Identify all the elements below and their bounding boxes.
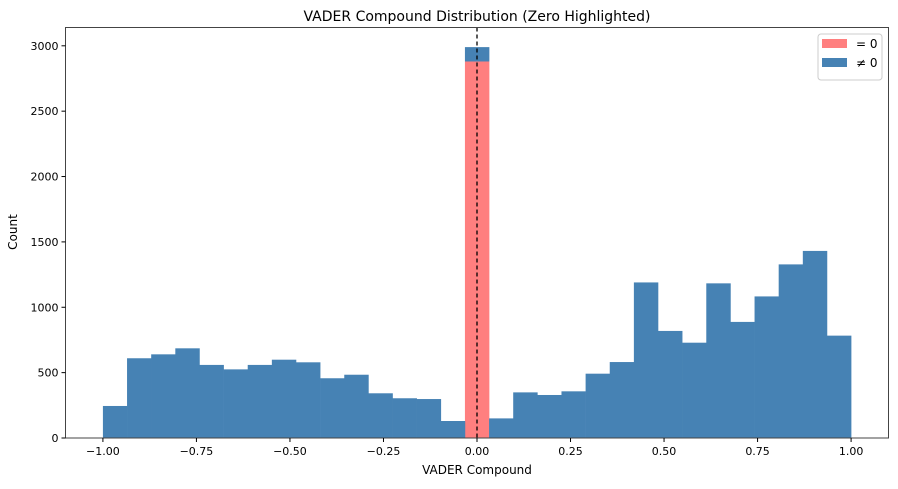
y-tick-label: 1000 bbox=[31, 301, 59, 314]
bar-nonzero-10 bbox=[344, 374, 369, 438]
bar-nonzero-23 bbox=[658, 330, 683, 438]
legend-label-nonzero: ≠ 0 bbox=[856, 56, 878, 70]
y-tick-label: 3000 bbox=[31, 40, 59, 53]
legend-label-zero: = 0 bbox=[856, 37, 878, 51]
legend-swatch-nonzero bbox=[822, 58, 847, 67]
bar-nonzero-24 bbox=[682, 342, 707, 438]
x-axis: −1.00 −0.75 −0.50 −0.25 0.00 0.25 0.50 0.75 1.00 bbox=[86, 438, 863, 458]
x-tick-label: 0.00 bbox=[465, 445, 490, 458]
bar-nonzero-25 bbox=[706, 283, 731, 438]
bar-nonzero-20 bbox=[585, 373, 611, 438]
chart-title: VADER Compound Distribution (Zero Highli… bbox=[304, 9, 651, 25]
bar-nonzero-6 bbox=[247, 364, 273, 438]
bar-nonzero-1 bbox=[127, 358, 152, 438]
y-tick-label: 500 bbox=[38, 367, 59, 380]
x-tick-label: −0.50 bbox=[273, 445, 307, 458]
x-tick-label: −0.75 bbox=[180, 445, 214, 458]
y-axis: 0 500 1000 1500 2000 2500 3000 bbox=[31, 40, 66, 445]
bars-group bbox=[102, 47, 852, 438]
x-tick-label: 0.50 bbox=[652, 445, 677, 458]
bar-nonzero-13 bbox=[416, 399, 442, 438]
bar-nonzero-27 bbox=[754, 296, 779, 438]
legend-swatch-zero bbox=[822, 39, 847, 48]
bar-nonzero-18 bbox=[537, 394, 562, 438]
bar-nonzero-19 bbox=[561, 391, 586, 438]
bar-nonzero-29 bbox=[802, 250, 828, 438]
bar-nonzero-9 bbox=[320, 378, 345, 438]
bar-nonzero-26 bbox=[730, 321, 755, 438]
bar-nonzero-30 bbox=[826, 335, 852, 438]
bar-nonzero-7 bbox=[271, 359, 297, 438]
bar-nonzero-14 bbox=[440, 421, 466, 438]
bar-nonzero-21 bbox=[609, 362, 635, 438]
bar-nonzero-2 bbox=[151, 354, 176, 438]
legend: = 0 ≠ 0 bbox=[817, 33, 883, 81]
y-tick-label: 0 bbox=[52, 432, 59, 445]
x-axis-label: VADER Compound bbox=[422, 463, 532, 477]
bar-nonzero-12 bbox=[392, 398, 417, 438]
bar-nonzero-28 bbox=[778, 264, 804, 438]
bar-nonzero-3 bbox=[175, 348, 200, 438]
bar-nonzero-11 bbox=[368, 393, 393, 438]
x-tick-label: 0.75 bbox=[745, 445, 770, 458]
bar-nonzero-17 bbox=[513, 392, 538, 438]
bar-nonzero-22 bbox=[633, 282, 659, 438]
bar-nonzero-4 bbox=[199, 364, 224, 438]
x-tick-label: −1.00 bbox=[86, 445, 120, 458]
bar-zero-15 bbox=[464, 61, 490, 438]
bar-nonzero-15 bbox=[464, 47, 490, 62]
x-tick-label: −0.25 bbox=[367, 445, 401, 458]
bar-nonzero-8 bbox=[295, 362, 321, 438]
bar-nonzero-5 bbox=[223, 369, 249, 438]
x-tick-label: 0.25 bbox=[558, 445, 583, 458]
y-axis-label: Count bbox=[6, 214, 20, 250]
bar-nonzero-0 bbox=[102, 405, 128, 438]
y-tick-label: 2000 bbox=[31, 171, 59, 184]
y-tick-label: 1500 bbox=[31, 236, 59, 249]
y-tick-label: 2500 bbox=[31, 105, 59, 118]
bar-nonzero-16 bbox=[489, 418, 514, 438]
x-tick-label: 1.00 bbox=[839, 445, 864, 458]
